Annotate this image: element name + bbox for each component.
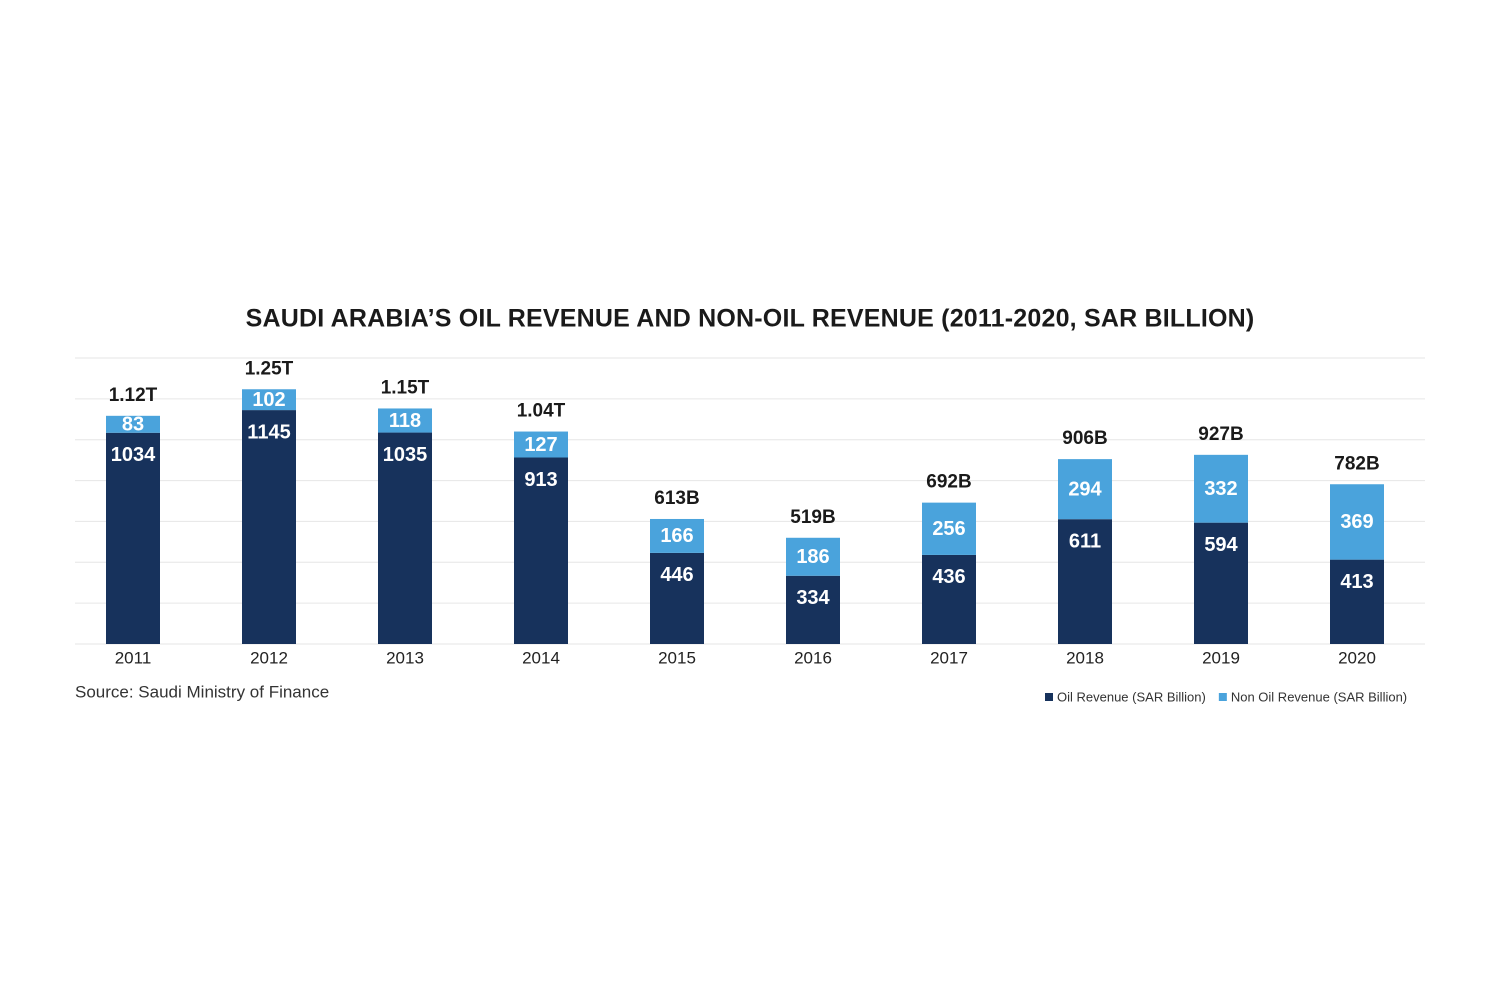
total-label: 613B <box>654 488 699 509</box>
bar-segment <box>1194 454 1248 523</box>
bar-segment <box>106 432 160 644</box>
bar-segment <box>1058 519 1112 644</box>
bar-segment <box>378 408 432 433</box>
value-label: 332 <box>1204 478 1237 500</box>
total-label: 1.12T <box>109 385 158 406</box>
bar-segment <box>242 410 296 644</box>
value-label: 446 <box>660 564 693 586</box>
total-label: 782B <box>1334 453 1379 474</box>
total-label: 927B <box>1198 424 1243 445</box>
value-label: 369 <box>1340 511 1373 533</box>
bar-segment <box>650 518 704 553</box>
legend-swatch <box>1218 693 1227 701</box>
bar-segment <box>106 415 160 433</box>
value-label: 413 <box>1340 571 1373 593</box>
value-label: 913 <box>524 469 557 491</box>
chart-title: SAUDI ARABIA’S OIL REVENUE AND NON-OIL R… <box>246 305 1255 333</box>
total-label: 1.04T <box>517 401 566 422</box>
x-tick-label: 2016 <box>794 648 832 667</box>
legend-label: Non Oil Revenue (SAR Billion) <box>1231 689 1407 704</box>
total-label: 1.15T <box>381 377 430 398</box>
value-label: 186 <box>796 546 829 568</box>
source-note: Source: Saudi Ministry of Finance <box>75 682 329 701</box>
value-label: 83 <box>122 414 144 436</box>
value-label: 102 <box>252 389 285 411</box>
bar-segment <box>786 575 840 644</box>
x-tick-label: 2014 <box>522 648 560 667</box>
x-tick-label: 2011 <box>115 648 152 667</box>
x-tick-label: 2012 <box>250 648 288 667</box>
value-label: 1034 <box>111 444 156 466</box>
value-label: 294 <box>1068 478 1102 500</box>
total-label: 692B <box>926 472 971 493</box>
legend-swatch <box>1045 693 1053 701</box>
bar-segment <box>1194 522 1248 644</box>
total-label: 519B <box>790 507 835 528</box>
bar-segment <box>1330 484 1384 560</box>
bar-segment <box>650 552 704 644</box>
bar-segment <box>1330 559 1384 644</box>
bar-segment <box>922 502 976 555</box>
value-label: 1145 <box>247 421 290 443</box>
value-label: 127 <box>524 434 557 456</box>
total-label: 1.25T <box>245 358 294 379</box>
x-tick-label: 2017 <box>930 648 968 667</box>
value-label: 334 <box>796 587 830 609</box>
x-tick-label: 2019 <box>1202 648 1240 667</box>
bar-segment <box>1058 459 1112 520</box>
bar-segment <box>786 537 840 576</box>
value-label: 166 <box>660 525 693 547</box>
bar-segment <box>514 431 568 458</box>
x-tick-label: 2015 <box>658 648 696 667</box>
x-tick-label: 2013 <box>386 648 424 667</box>
bar-segment <box>242 389 296 411</box>
value-label: 611 <box>1069 530 1101 552</box>
value-label: 118 <box>389 410 421 432</box>
x-tick-label: 2018 <box>1066 648 1104 667</box>
value-label: 436 <box>932 566 965 588</box>
value-label: 594 <box>1204 534 1238 556</box>
bar-segment <box>514 457 568 644</box>
total-label: 906B <box>1062 428 1107 449</box>
legend-label: Oil Revenue (SAR Billion) <box>1057 689 1206 704</box>
bar-segment <box>922 554 976 644</box>
x-tick-label: 2020 <box>1338 648 1376 667</box>
value-label: 256 <box>932 518 965 540</box>
value-label: 1035 <box>383 444 428 466</box>
bar-segment <box>378 432 432 644</box>
